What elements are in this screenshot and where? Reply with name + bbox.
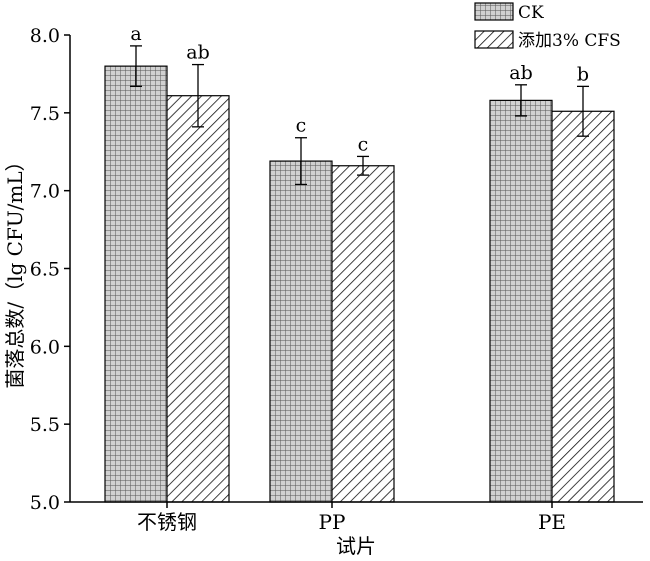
y-tick-label: 7.0	[30, 181, 60, 203]
legend: CK 添加3% CFS	[474, 2, 621, 51]
y-tick-label: 7.5	[30, 103, 60, 125]
y-tick-label: 8.0	[30, 25, 60, 47]
significance-label: ab	[509, 62, 533, 84]
bar-cfs	[551, 110, 615, 503]
x-axis-title: 试片	[336, 534, 376, 558]
bar-ck	[104, 65, 168, 503]
y-tick-label: 6.5	[30, 259, 60, 281]
legend-label-ck: CK	[518, 3, 544, 23]
bar-cfs	[331, 165, 395, 503]
significance-label: a	[130, 23, 141, 45]
significance-labels-layer: a ab c c ab b	[130, 23, 589, 156]
bar-ck	[489, 99, 553, 503]
significance-label: c	[358, 133, 369, 155]
bars-layer	[104, 65, 615, 503]
legend-swatch-ck	[474, 2, 514, 21]
error-bars-layer	[130, 45, 589, 186]
significance-label: c	[296, 115, 307, 137]
x-tick-label: 不锈钢	[137, 510, 197, 534]
y-tick-label: 6.0	[30, 336, 60, 358]
x-ticks-layer: 不锈钢 PP PE	[137, 502, 566, 534]
significance-label: ab	[186, 42, 210, 64]
y-axis-title: 菌落总数/（lg CFU/mL）	[3, 151, 27, 388]
legend-swatch-cfs	[474, 30, 514, 49]
significance-label: b	[577, 63, 589, 85]
bar-cfs	[166, 95, 230, 503]
bar-ck	[269, 160, 333, 503]
y-tick-label: 5.0	[30, 492, 60, 514]
x-tick-label: PE	[538, 510, 566, 534]
legend-label-cfs: 添加3% CFS	[518, 31, 621, 51]
x-tick-label: PP	[319, 510, 346, 534]
y-ticks-layer: 5.0 5.5 6.0 6.5 7.0 7.5 8.0	[30, 25, 70, 514]
y-tick-label: 5.5	[30, 414, 60, 436]
